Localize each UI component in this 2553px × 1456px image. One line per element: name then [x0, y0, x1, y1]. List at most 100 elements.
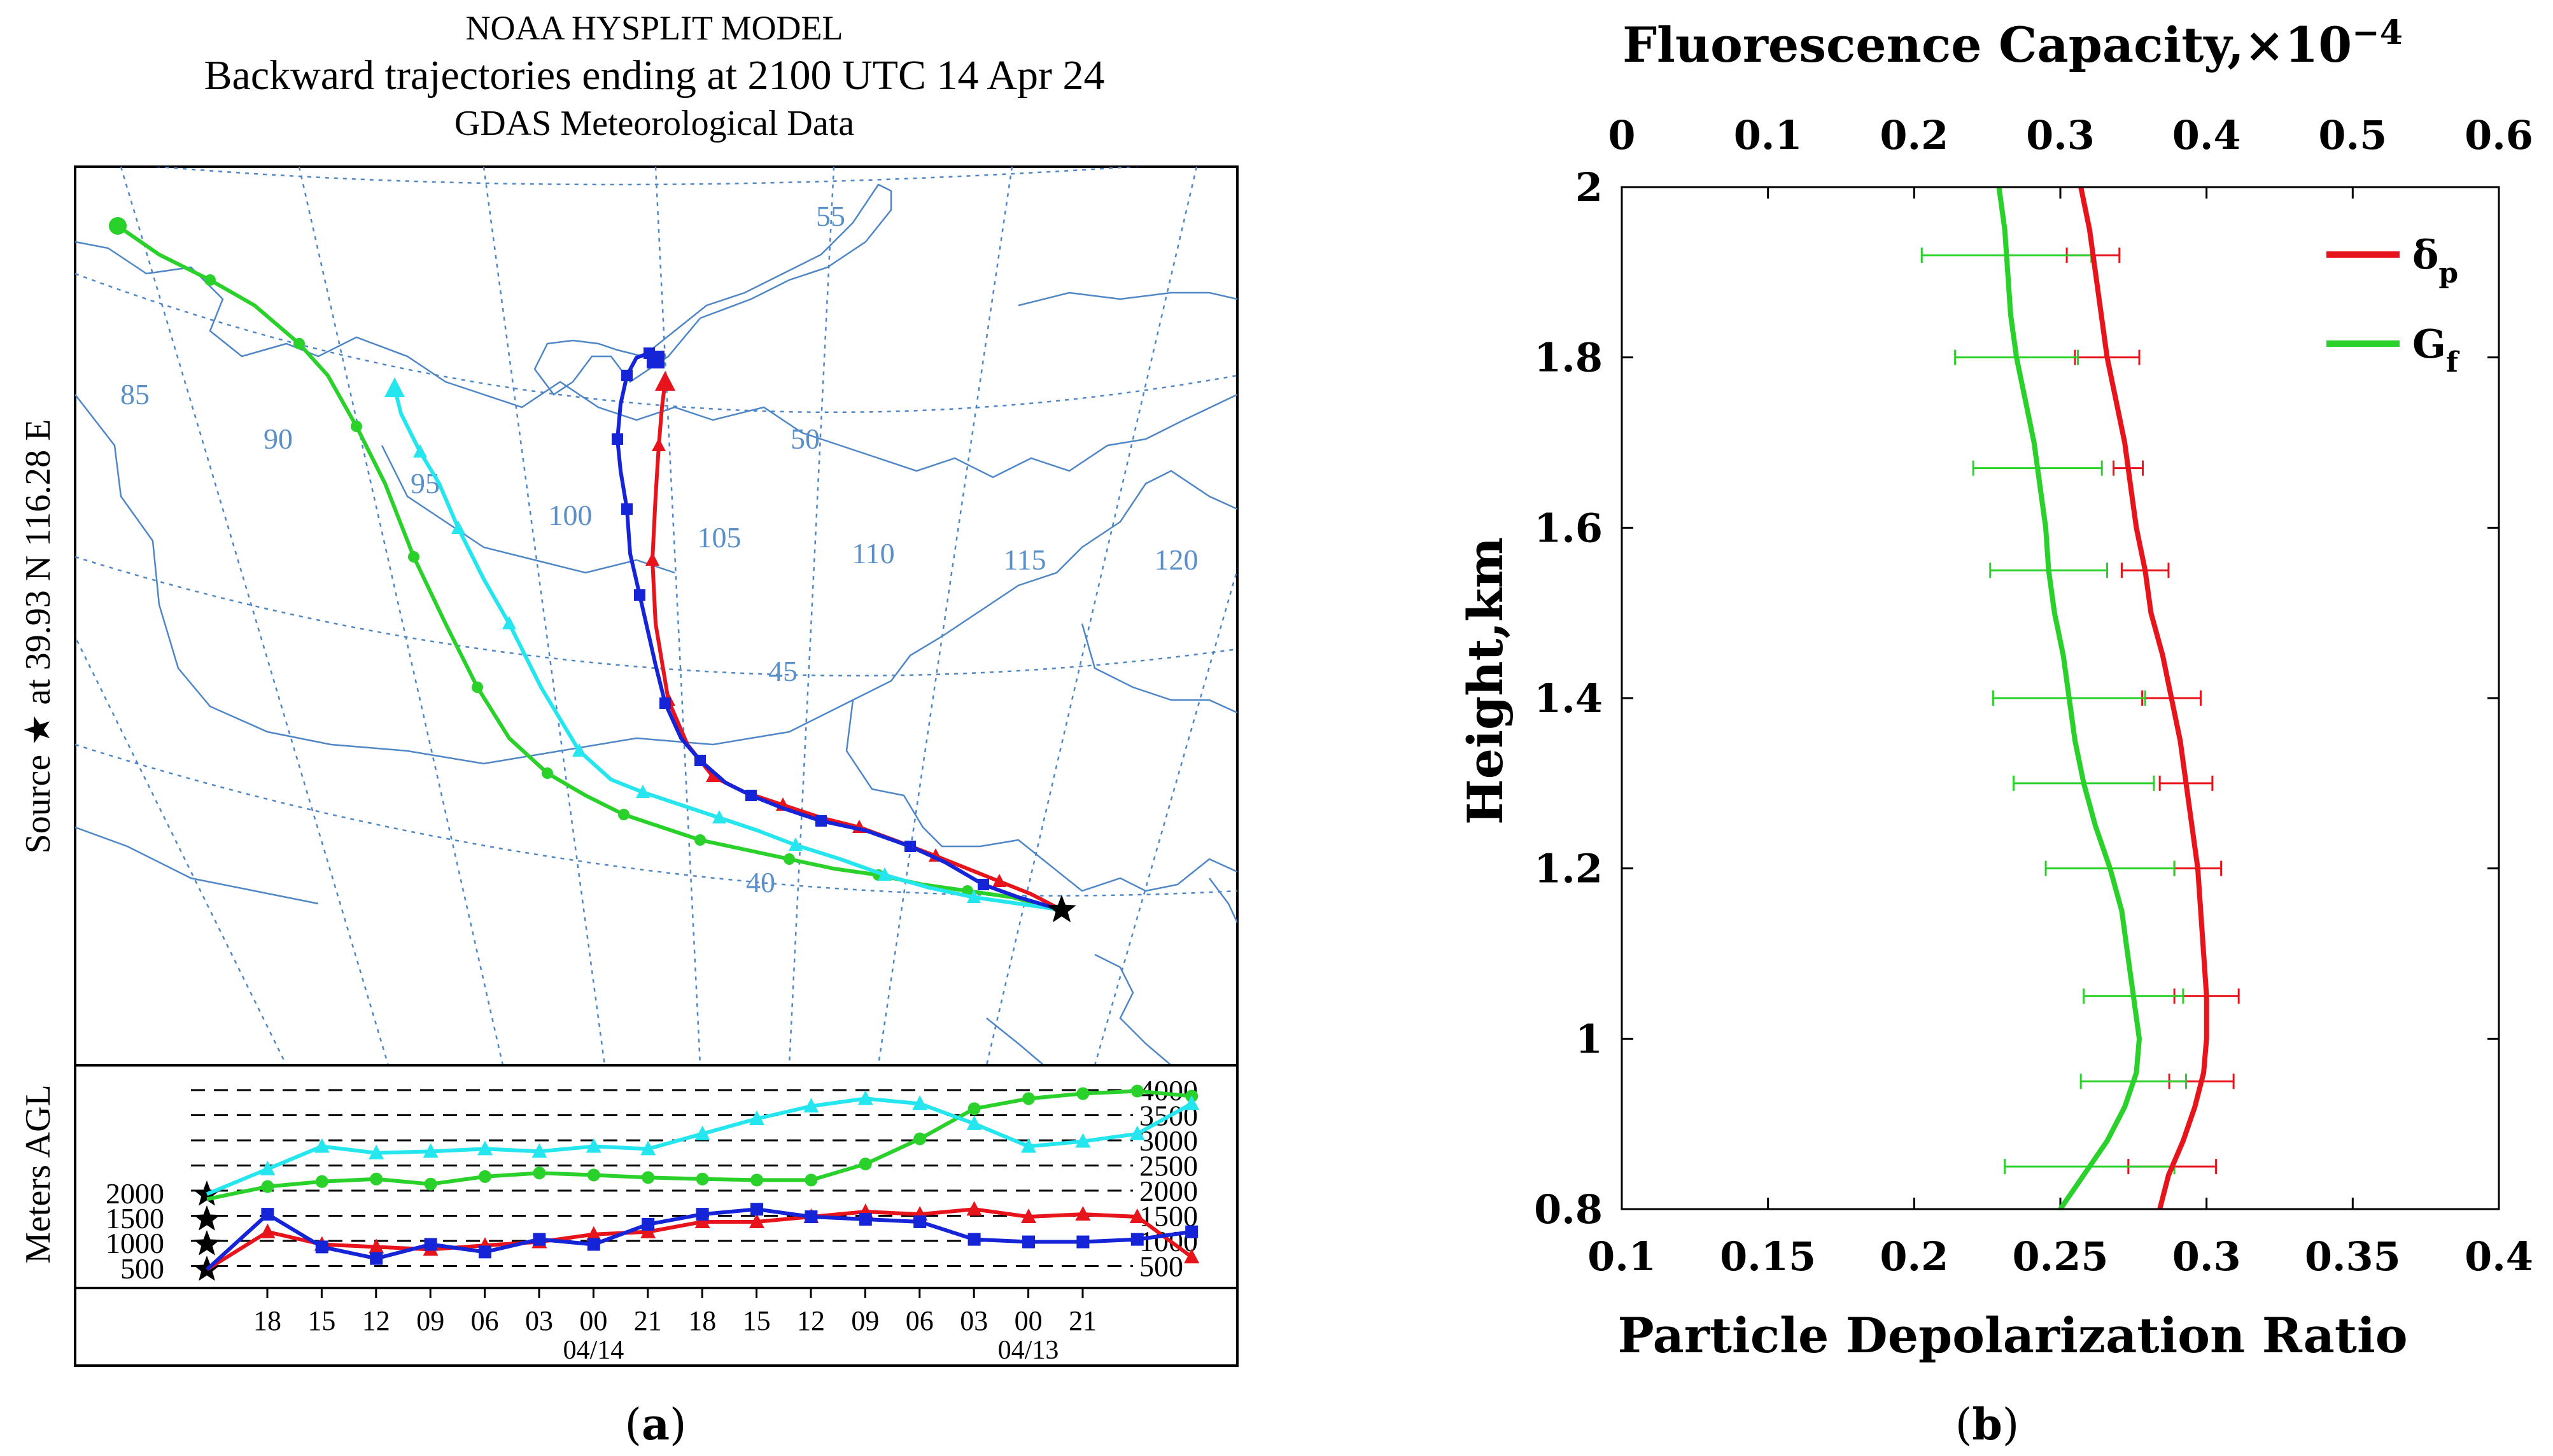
height-trace-cyan-marker — [369, 1144, 384, 1159]
height-trace-green-marker — [642, 1171, 655, 1184]
trajectory-cyan-marker — [451, 521, 465, 534]
trajectory-red-endpoint — [655, 371, 675, 391]
height-trace-blue-marker — [859, 1213, 872, 1226]
legend-label-g-f: Gf — [2412, 321, 2460, 379]
series-line-g-f — [1996, 186, 2142, 1211]
height-layer: 4000350030002500200015001000500200015001… — [106, 1074, 1200, 1365]
height-trace-blue-marker — [479, 1245, 491, 1259]
longitude-label: 100 — [549, 499, 593, 531]
height-trace-green-marker — [370, 1172, 383, 1186]
height-trace-blue-marker — [1022, 1235, 1035, 1249]
x-tick-label-bottom: 0.35 — [2305, 1233, 2401, 1280]
trajectory-cyan-endpoint — [384, 377, 405, 397]
series-line-delta-p — [2078, 186, 2209, 1210]
y-axis-label: Height,km — [1457, 537, 1514, 825]
height-trace-blue-marker — [750, 1203, 763, 1216]
trajectory-red-marker — [706, 769, 720, 782]
height-trace-red-marker — [1184, 1249, 1200, 1264]
chart-layer: 0.1 0.15 0.2 0.25 0.3 0.35 0.4 0 0.1 0.2 0.3 0.4 0.5… — [1534, 112, 2533, 1280]
height-trace-cyan-marker — [586, 1138, 601, 1153]
trajectory-cyan-marker — [967, 890, 981, 903]
height-trace-green-marker — [1022, 1092, 1035, 1105]
trajectory-cyan-marker — [789, 837, 803, 851]
time-tick-label: 12 — [362, 1305, 390, 1336]
height-trace-cyan-marker — [1021, 1138, 1036, 1153]
map-border — [1209, 878, 1237, 923]
x-tick-label-bottom: 0.25 — [2012, 1233, 2108, 1280]
meters-agl-label: Meters AGL — [18, 1084, 58, 1264]
height-trace-green-marker — [805, 1173, 818, 1187]
panel-a-title-line3: GDAS Meteorological Data — [454, 104, 854, 143]
height-trace-cyan-marker — [477, 1140, 493, 1156]
legend-label-delta-p: δp — [2412, 232, 2458, 290]
trajectory-green-marker — [784, 853, 795, 865]
date-label-0414: 04/14 — [563, 1336, 624, 1365]
longitude-gridline — [985, 167, 1198, 1065]
x-tick-label-bottom: 0.3 — [2172, 1233, 2241, 1280]
longitude-gridline — [654, 167, 701, 1065]
trajectory-green-marker — [694, 834, 706, 846]
trajectory-green-line — [116, 224, 1062, 912]
height-trace-green-marker — [424, 1177, 437, 1191]
height-trace-blue-marker — [913, 1215, 927, 1228]
height-trace-blue-marker — [370, 1252, 383, 1265]
height-trace-red-marker — [749, 1213, 764, 1228]
map-content: 85 90 95 100 105 110 115 120 55 50 45 40 — [75, 167, 1237, 1065]
panel-a-hysplit: NOAA HYSPLIT MODEL Backward trajectories… — [18, 9, 1239, 1450]
height-trace-cyan-marker — [749, 1110, 764, 1125]
trajectory-cyan-marker — [636, 785, 650, 798]
height-trace-green-marker — [967, 1102, 981, 1116]
height-trace-red-marker — [1021, 1208, 1036, 1224]
trajectory-cyan-marker — [413, 444, 427, 458]
trajectory-blue-endpoint — [647, 351, 665, 368]
height-trace-green-marker — [750, 1173, 763, 1187]
trajectory-blue-marker — [815, 815, 827, 827]
time-tick-label: 03 — [960, 1305, 988, 1336]
height-trace-blue-marker — [967, 1233, 981, 1246]
height-trace-blue-marker — [642, 1217, 655, 1231]
latitude-gridline — [75, 743, 1237, 897]
start-height-label: 2000 — [106, 1177, 164, 1210]
map-layer: 85 90 95 100 105 110 115 120 55 50 45 40 — [75, 167, 1237, 1065]
trajectory-blue-marker — [659, 697, 671, 709]
longitude-label: 115 — [1003, 543, 1046, 576]
trajectory-cyan-marker — [878, 867, 892, 881]
height-trace-blue-marker — [805, 1210, 818, 1224]
height-trace-cyan-marker — [531, 1143, 547, 1158]
start-height-star — [193, 1205, 220, 1231]
trajectory-blue-marker — [634, 589, 645, 601]
height-trace-cyan-marker — [1129, 1125, 1145, 1140]
longitude-gridline — [482, 167, 606, 1065]
height-trace-cyan-marker — [314, 1138, 330, 1153]
time-tick-label: 21 — [634, 1305, 662, 1336]
x-tick-label-bottom: 0.1 — [1587, 1233, 1656, 1280]
x-tick-label-top: 0.3 — [2026, 112, 2095, 158]
trajectory-green-endpoint — [109, 217, 127, 235]
height-trace-red-marker — [369, 1238, 384, 1254]
height-trace-cyan-marker — [803, 1098, 819, 1113]
height-trace-red-marker — [640, 1223, 656, 1238]
time-tick-label: 00 — [1015, 1305, 1043, 1336]
height-trace-green-marker — [479, 1170, 491, 1183]
trajectory-green-marker — [542, 767, 553, 779]
latitude-gridline — [75, 272, 1237, 414]
longitude-label: 85 — [120, 378, 150, 410]
trajectory-blue-marker — [621, 370, 633, 381]
height-trace-cyan-marker — [260, 1161, 276, 1175]
source-label: Source ★ at 39.93 N 116.28 E — [18, 419, 58, 854]
height-trace-green-marker — [1130, 1084, 1144, 1098]
longitude-label: 95 — [411, 467, 440, 500]
trajectory-blue-line — [615, 351, 1062, 912]
height-trace-cyan-marker — [857, 1090, 873, 1105]
trajectory-cyan-marker — [572, 743, 586, 757]
latitude-label: 45 — [768, 655, 798, 687]
time-tick-label: 21 — [1069, 1305, 1097, 1336]
height-trace-blue-marker — [315, 1240, 328, 1254]
trajectory-blue-marker — [745, 790, 757, 801]
time-tick-label: 06 — [906, 1305, 934, 1336]
map-border — [986, 1018, 1044, 1065]
height-level-label: 2500 — [1139, 1150, 1198, 1182]
time-tick-label: 15 — [307, 1305, 335, 1336]
height-trace-cyan-marker — [1075, 1133, 1091, 1148]
trajectory-blue-marker — [978, 879, 989, 890]
